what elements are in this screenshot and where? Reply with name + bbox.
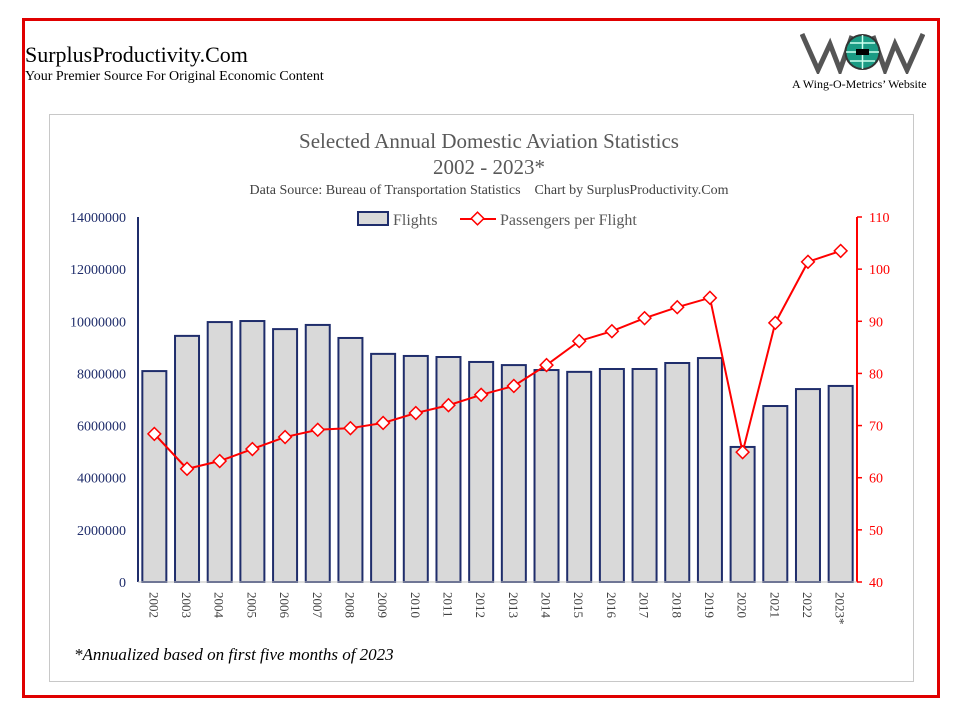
x-tick-label: 2009 — [375, 592, 390, 618]
passengers-marker — [767, 315, 783, 331]
passengers-marker — [637, 310, 652, 326]
bar-flights — [533, 369, 560, 583]
x-tick-label: 2008 — [342, 592, 357, 618]
x-tick-label: 2016 — [604, 592, 619, 619]
bar-flights — [827, 384, 854, 584]
passengers-marker — [408, 405, 424, 421]
x-tick-label: 2011 — [440, 592, 455, 618]
bar-flights — [631, 367, 658, 583]
passengers-marker — [244, 441, 260, 457]
left-tick-label: 14000000 — [70, 211, 126, 226]
page-frame — [22, 18, 940, 698]
legend-flights-swatch — [357, 211, 389, 226]
x-tick-label: 2010 — [408, 592, 423, 618]
x-tick-label: 2004 — [212, 592, 227, 619]
passengers-marker — [833, 243, 849, 259]
legend: Flights Passengers per Flight — [357, 211, 637, 229]
bar-flights — [402, 354, 429, 584]
bar-flights — [337, 336, 364, 583]
wom-logo — [800, 32, 925, 74]
passengers-marker — [539, 357, 554, 373]
footnote: *Annualized based on first five months o… — [74, 645, 394, 664]
passengers-marker — [277, 429, 293, 445]
bar-flights — [762, 405, 789, 583]
x-tick-label: 2017 — [637, 592, 652, 619]
passengers-marker — [146, 426, 162, 442]
x-tick-label: 2023* — [833, 592, 848, 625]
x-tick-label: 2012 — [473, 592, 488, 618]
left-tick-label: 6000000 — [77, 420, 126, 435]
right-tick-label: 90 — [869, 315, 883, 330]
x-tick-label: 2020 — [735, 592, 750, 618]
bar-flights — [206, 321, 233, 583]
site-title: SurplusProductivity.Com — [25, 42, 248, 67]
left-tick-label: 4000000 — [77, 472, 126, 487]
bar-flights — [370, 352, 397, 583]
passengers-marker — [179, 461, 195, 477]
x-tick-label: 2014 — [539, 592, 554, 619]
x-tick-label: 2013 — [506, 592, 521, 618]
x-tick-label: 2015 — [571, 592, 586, 618]
x-tick-label: 2007 — [310, 592, 325, 619]
chart-subtitle: 2002 - 2023* — [433, 155, 545, 179]
x-tick-label: 2022 — [800, 592, 815, 618]
passengers-marker — [669, 299, 685, 315]
x-tick-label: 2005 — [244, 592, 259, 618]
left-tick-label: 12000000 — [70, 263, 126, 278]
passengers-marker — [506, 378, 522, 394]
chart-title: Selected Annual Domestic Aviation Statis… — [299, 129, 679, 153]
passengers-marker — [212, 453, 228, 469]
bar-flights — [435, 356, 462, 583]
x-tick-label: 2006 — [277, 592, 292, 619]
right-tick-label: 110 — [869, 211, 889, 226]
x-tick-label: 2019 — [702, 592, 717, 618]
left-tick-label: 8000000 — [77, 367, 126, 382]
passengers-marker — [735, 444, 751, 460]
logo-caption: A Wing-O-Metrics’ Website — [792, 77, 927, 91]
right-tick-label: 40 — [869, 576, 883, 591]
passengers-marker — [571, 333, 587, 349]
bar-flights — [664, 362, 691, 583]
right-tick-label: 70 — [869, 420, 883, 435]
site-subtitle: Your Premier Source For Original Economi… — [25, 69, 324, 84]
legend-line-marker — [470, 211, 485, 226]
right-tick-label: 100 — [869, 263, 890, 278]
bar-flights — [272, 328, 299, 583]
bar-flights — [566, 370, 593, 583]
left-tick-label: 10000000 — [70, 315, 126, 330]
bar-flights — [174, 334, 201, 583]
bar-flights — [729, 445, 756, 584]
legend-passengers-label: Passengers per Flight — [500, 212, 637, 229]
chart-panel — [49, 114, 914, 682]
right-tick-label: 50 — [869, 524, 883, 539]
passengers-marker — [343, 420, 358, 436]
bar-flights — [598, 367, 625, 583]
passengers-marker — [473, 387, 489, 403]
passengers-marker — [441, 397, 456, 413]
bar-flights — [500, 364, 527, 584]
passengers-marker — [800, 254, 816, 270]
passengers-marker — [310, 422, 326, 438]
x-tick-label: 2003 — [179, 592, 194, 618]
chart-source: Data Source: Bureau of Transportation St… — [250, 183, 729, 198]
right-tick-label: 60 — [869, 472, 883, 487]
passengers-marker — [604, 323, 620, 339]
bar-flights — [304, 323, 331, 583]
passengers-line — [153, 249, 841, 470]
right-tick-label: 80 — [869, 367, 883, 382]
passengers-marker — [375, 415, 391, 431]
legend-flights-label: Flights — [393, 212, 437, 229]
left-tick-label: 2000000 — [77, 524, 126, 539]
bar-flights — [696, 357, 723, 583]
bar-flights — [794, 388, 821, 584]
x-tick-label: 2021 — [767, 592, 782, 618]
x-tick-label: 2002 — [146, 592, 161, 618]
bar-flights — [141, 370, 168, 584]
passengers-marker — [702, 290, 718, 306]
left-tick-label: 0 — [119, 576, 126, 591]
x-tick-label: 2018 — [669, 592, 684, 618]
